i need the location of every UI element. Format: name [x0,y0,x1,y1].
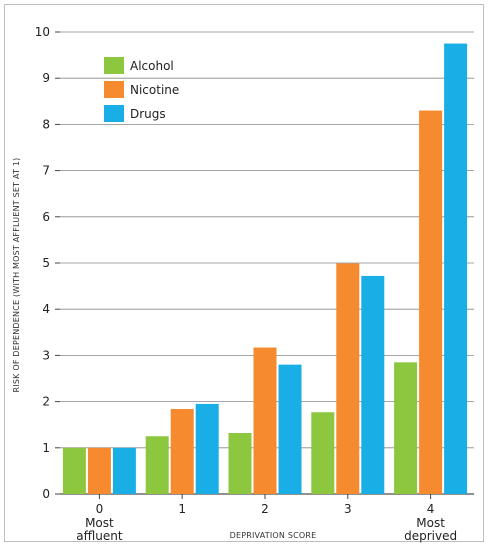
y-tick-label: 5 [42,256,50,270]
y-tick-label: 9 [42,71,50,85]
y-tick-label: 1 [42,441,50,455]
bar-alcohol-1 [145,436,169,494]
bars [62,43,468,495]
x-sublabel: Most affluent [76,516,123,543]
bar-alcohol-0 [62,447,86,494]
x-sublabel: Most deprived [404,516,457,543]
y-tick-label: 7 [42,164,50,178]
legend-swatch-alcohol [104,57,124,74]
x-tick-label: 2 [261,502,269,516]
y-tick-label: 8 [42,117,50,131]
x-axis-title: DEPRIVATION SCORE [230,531,317,540]
y-axis-title: RISK OF DEPENDENCE (WITH MOST AFFLUENT S… [12,158,21,393]
y-tick-label: 0 [42,487,50,501]
legend-label-alcohol: Alcohol [130,59,174,73]
bar-alcohol-3 [311,412,335,494]
bar-drugs-4 [444,43,468,495]
bar-nicotine-1 [170,408,194,494]
bar-drugs-2 [278,364,302,494]
legend-swatch-drugs [104,105,124,122]
legend-label-nicotine: Nicotine [130,83,179,97]
bar-nicotine-3 [336,263,360,494]
bar-nicotine-4 [419,110,443,494]
bar-nicotine-2 [253,347,277,494]
x-tick-label: 1 [178,502,186,516]
legend-label-drugs: Drugs [130,107,166,121]
bar-nicotine-0 [87,447,111,494]
bar-alcohol-4 [394,362,418,494]
bar-drugs-1 [195,403,219,494]
x-tick-label: 4 [427,502,435,516]
y-tick-label: 3 [42,348,50,362]
y-tick-labels: 0 1 2 3 4 5 6 7 8 9 10 [35,25,50,501]
legend: Alcohol Nicotine Drugs [104,57,179,122]
bar-drugs-3 [361,275,385,494]
y-tick-label: 10 [35,25,50,39]
y-tick-label: 4 [42,302,50,316]
bar-alcohol-2 [228,433,252,494]
y-tick-label: 2 [42,395,50,409]
y-tick-label: 6 [42,210,50,224]
x-tick-label: 0 [96,502,104,516]
bar-drugs-0 [112,447,136,494]
legend-swatch-nicotine [104,81,124,98]
x-tick-label: 3 [344,502,352,516]
